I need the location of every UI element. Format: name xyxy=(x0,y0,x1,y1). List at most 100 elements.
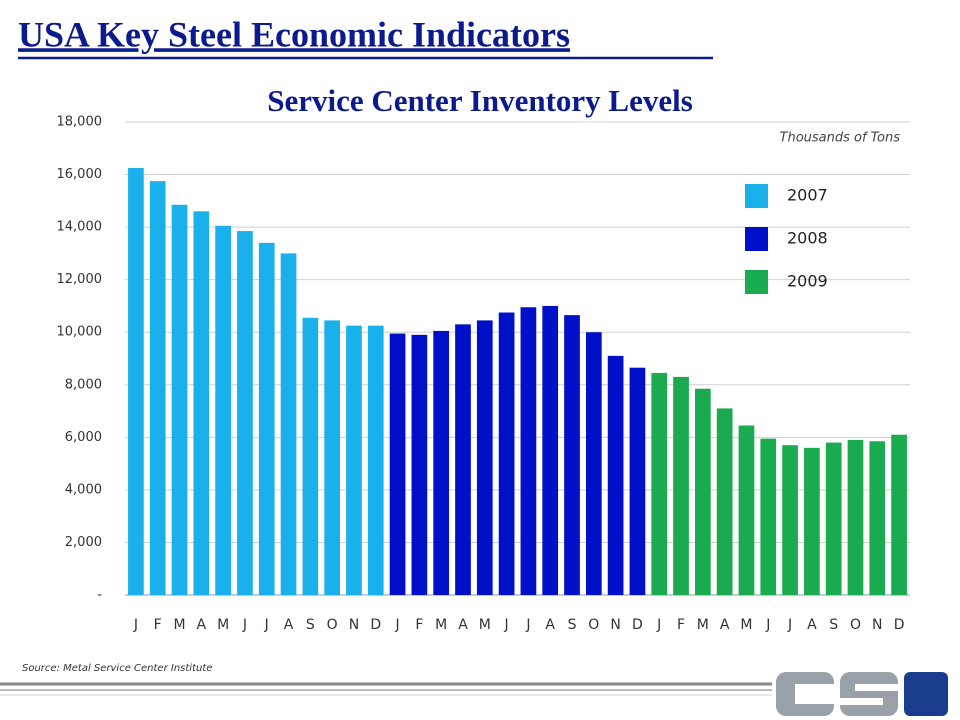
source-note: Source: Metal Service Center Institute xyxy=(22,663,212,674)
x-tick-label: M xyxy=(173,617,185,633)
bar xyxy=(585,332,602,595)
bar xyxy=(694,388,711,595)
plot-area: - 2,000 4,000 6,000 8,000 10,000 12,000 14,000 1… xyxy=(57,115,910,633)
x-tick-label: A xyxy=(545,617,555,633)
bar xyxy=(607,355,624,595)
bar xyxy=(542,305,559,595)
x-tick-label: J xyxy=(504,617,509,633)
slide-title: USA Key Steel Economic Indicators xyxy=(18,14,570,54)
logo-shape xyxy=(840,698,883,705)
x-tick-label: J xyxy=(787,617,792,633)
y-tick-label: 16,000 xyxy=(57,167,103,182)
bar xyxy=(367,325,384,595)
bar xyxy=(411,334,428,595)
bar xyxy=(498,312,515,595)
x-tick-label: D xyxy=(370,617,381,633)
x-tick-label: A xyxy=(284,617,294,633)
x-tick-label: J xyxy=(242,617,247,633)
bar xyxy=(193,211,210,595)
bar xyxy=(346,325,362,595)
x-tick-label: M xyxy=(435,617,447,633)
bar xyxy=(237,231,253,595)
x-tick-label: M xyxy=(479,617,491,633)
bar xyxy=(324,320,341,595)
x-tick-label: A xyxy=(197,617,207,633)
x-tick-label: J xyxy=(765,617,770,633)
x-tick-label: A xyxy=(720,617,730,633)
x-tick-label: F xyxy=(677,617,685,633)
bar xyxy=(825,442,842,595)
x-tick-label: M xyxy=(697,617,709,633)
bar xyxy=(804,447,820,595)
bar xyxy=(520,307,537,595)
bar xyxy=(455,324,471,595)
bar xyxy=(760,438,777,595)
bar xyxy=(847,439,864,595)
x-tick-label: N xyxy=(872,617,882,633)
bar xyxy=(673,376,689,595)
bar xyxy=(891,434,907,595)
legend-label: 2008 xyxy=(787,229,828,248)
x-tick-label: S xyxy=(306,617,315,633)
bar xyxy=(128,167,144,595)
x-tick-label: D xyxy=(632,617,643,633)
y-tick-label: 4,000 xyxy=(65,482,102,497)
bar xyxy=(476,320,493,595)
x-tick-label: N xyxy=(349,617,359,633)
x-tick-label: A xyxy=(807,617,817,633)
y-tick-label: - xyxy=(97,588,102,603)
x-tick-label: O xyxy=(327,617,338,633)
x-tick-label: O xyxy=(850,617,861,633)
logo-shape xyxy=(904,672,948,716)
y-tick-label: 14,000 xyxy=(57,220,103,235)
x-tick-label: O xyxy=(588,617,599,633)
x-tick-label: S xyxy=(829,617,838,633)
bar xyxy=(869,441,886,595)
legend-label: 2007 xyxy=(787,186,828,205)
legend-swatch xyxy=(745,184,768,208)
y-tick-label: 18,000 xyxy=(57,115,103,130)
bar xyxy=(215,225,231,595)
legend-swatch xyxy=(745,227,768,251)
y-tick-label: 2,000 xyxy=(65,535,102,550)
chart-title: Service Center Inventory Levels xyxy=(267,83,693,118)
x-tick-label: D xyxy=(894,617,905,633)
bar xyxy=(171,204,188,595)
bar xyxy=(433,330,450,595)
bar xyxy=(716,408,733,595)
bar xyxy=(258,242,275,595)
bar xyxy=(629,367,646,595)
x-tick-label: N xyxy=(610,617,620,633)
x-tick-label: M xyxy=(740,617,752,633)
x-tick-label: J xyxy=(394,617,399,633)
legend-swatch xyxy=(745,270,768,294)
bar xyxy=(738,425,755,595)
y-tick-label: 10,000 xyxy=(57,325,103,340)
x-tick-label: J xyxy=(264,617,269,633)
bar xyxy=(280,253,297,595)
y-axis-label: Thousands of Tons xyxy=(780,131,901,146)
logo-shape xyxy=(855,684,898,691)
logo-shape xyxy=(840,672,898,716)
bar xyxy=(302,317,319,595)
bar xyxy=(149,181,166,595)
bar xyxy=(782,445,798,595)
x-tick-label: F xyxy=(154,617,162,633)
logo-shape xyxy=(795,684,834,704)
y-tick-label: 8,000 xyxy=(65,377,102,392)
bar xyxy=(564,315,580,595)
x-tick-label: F xyxy=(415,617,423,633)
x-tick-label: J xyxy=(133,617,138,633)
bar xyxy=(389,333,406,595)
x-tick-label: M xyxy=(217,617,229,633)
x-tick-label: S xyxy=(568,617,577,633)
x-tick-label: J xyxy=(656,617,661,633)
legend-label: 2009 xyxy=(787,272,828,291)
x-tick-label: J xyxy=(525,617,530,633)
x-tick-label: A xyxy=(458,617,468,633)
bar xyxy=(651,372,668,595)
y-tick-label: 6,000 xyxy=(65,430,102,445)
y-tick-label: 12,000 xyxy=(57,272,103,287)
